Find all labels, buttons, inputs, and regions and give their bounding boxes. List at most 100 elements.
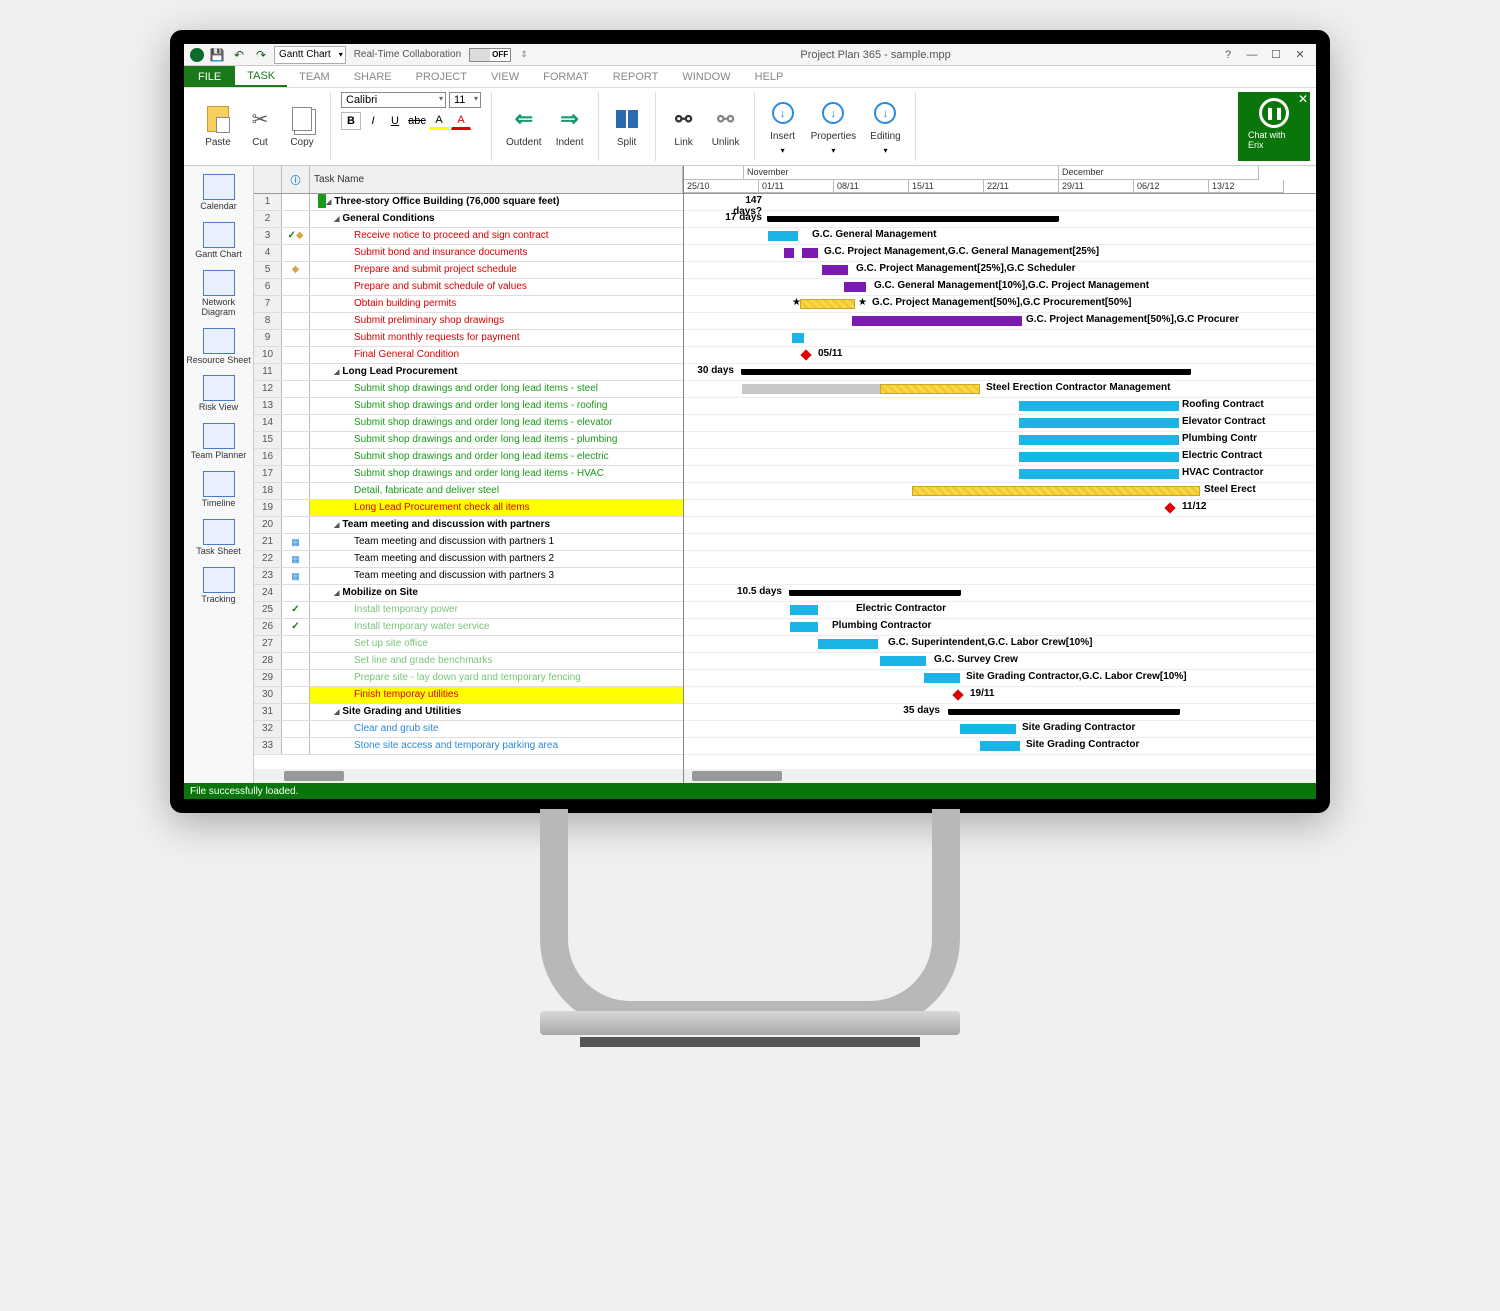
task-row[interactable]: 4Submit bond and insurance documents [254,245,683,262]
task-row[interactable]: 10Final General Condition [254,347,683,364]
task-row[interactable]: 14Submit shop drawings and order long le… [254,415,683,432]
gantt-row[interactable]: 10.5 days [684,585,1316,602]
cut-button[interactable]: ✂Cut [242,103,278,150]
task-row[interactable]: 16Submit shop drawings and order long le… [254,449,683,466]
chat-erix-button[interactable]: ✕ ❚❚ Chat with Erix [1238,92,1310,161]
gantt-row[interactable]: Elevator Contract [684,415,1316,432]
split-button[interactable]: Split [609,103,645,150]
gantt-row[interactable]: G.C. Survey Crew [684,653,1316,670]
gantt-row[interactable]: Electric Contract [684,449,1316,466]
sidenav-timeline[interactable]: Timeline [184,467,253,513]
gantt-row[interactable]: Site Grading Contractor,G.C. Labor Crew[… [684,670,1316,687]
sidenav-tracking[interactable]: Tracking [184,563,253,609]
redo-icon[interactable]: ↷ [252,46,270,64]
chat-close-icon[interactable]: ✕ [1298,92,1308,106]
gantt-row[interactable] [684,330,1316,347]
file-menu[interactable]: FILE [184,66,235,87]
gantt-row[interactable]: Roofing Contract [684,398,1316,415]
task-hscroll[interactable] [254,769,683,783]
gantt-row[interactable]: ★★G.C. Project Management[50%],G.C Procu… [684,296,1316,313]
copy-button[interactable]: Copy [284,103,320,150]
sidenav-calendar[interactable]: Calendar [184,170,253,216]
gantt-row[interactable]: 11/12 [684,500,1316,517]
task-row[interactable]: 3✓◆Receive notice to proceed and sign co… [254,228,683,245]
task-row[interactable]: 5◆Prepare and submit project schedule [254,262,683,279]
maximize-button[interactable]: ☐ [1266,48,1286,61]
task-row[interactable]: 26✓Install temporary water service [254,619,683,636]
gantt-hscroll[interactable] [684,769,1316,783]
sidenav-task-sheet[interactable]: Task Sheet [184,515,253,561]
menu-team[interactable]: TEAM [287,66,342,87]
task-row[interactable]: 6Prepare and submit schedule of values [254,279,683,296]
task-row[interactable]: 7Obtain building permits [254,296,683,313]
bold-button[interactable]: B [341,112,361,130]
task-row[interactable]: 9Submit monthly requests for payment [254,330,683,347]
minimize-button[interactable]: — [1242,49,1262,61]
gantt-row[interactable]: G.C. General Management [684,228,1316,245]
italic-button[interactable]: I [363,112,383,130]
strike-button[interactable]: abc [407,112,427,130]
gantt-row[interactable] [684,534,1316,551]
paste-button[interactable]: Paste [200,103,236,150]
menu-help[interactable]: HELP [743,66,796,87]
menu-format[interactable]: FORMAT [531,66,601,87]
task-row[interactable]: 23▦Team meeting and discussion with part… [254,568,683,585]
task-row[interactable]: 18Detail, fabricate and deliver steel [254,483,683,500]
unlink-button[interactable]: ⚯Unlink [708,103,744,150]
gantt-row[interactable]: Plumbing Contractor [684,619,1316,636]
gantt-row[interactable]: 05/11 [684,347,1316,364]
font-color-button[interactable]: A [451,112,471,130]
font-name-select[interactable]: Calibri [341,92,446,108]
underline-button[interactable]: U [385,112,405,130]
gantt-row[interactable]: 35 days [684,704,1316,721]
save-icon[interactable]: 💾 [208,46,226,64]
sidenav-gantt-chart[interactable]: Gantt Chart [184,218,253,264]
task-row[interactable]: 11Long Lead Procurement [254,364,683,381]
task-row[interactable]: 12Submit shop drawings and order long le… [254,381,683,398]
gantt-row[interactable] [684,517,1316,534]
gantt-row[interactable]: G.C. Project Management[50%],G.C Procure… [684,313,1316,330]
sidenav-team-planner[interactable]: Team Planner [184,419,253,465]
gantt-row[interactable] [684,568,1316,585]
gantt-row[interactable]: 30 days [684,364,1316,381]
task-row[interactable]: 1Three-story Office Building (76,000 squ… [254,194,683,211]
gantt-row[interactable]: Electric Contractor [684,602,1316,619]
insert-button[interactable]: ↓Insert▾ [765,97,801,157]
task-row[interactable]: 31Site Grading and Utilities [254,704,683,721]
gantt-row[interactable]: 19/11 [684,687,1316,704]
toggle-expand-icon[interactable]: ⇕ [515,46,533,64]
collab-toggle[interactable]: OFF [469,48,511,62]
indent-button[interactable]: ⇒Indent [552,103,588,150]
gantt-row[interactable]: G.C. Superintendent,G.C. Labor Crew[10%] [684,636,1316,653]
menu-view[interactable]: VIEW [479,66,531,87]
task-row[interactable]: 27Set up site office [254,636,683,653]
sidenav-network-diagram[interactable]: Network Diagram [184,266,253,322]
menu-share[interactable]: SHARE [342,66,404,87]
properties-button[interactable]: ↓Properties▾ [807,97,861,157]
task-row[interactable]: 33Stone site access and temporary parkin… [254,738,683,755]
task-row[interactable]: 32Clear and grub site [254,721,683,738]
gantt-row[interactable]: Steel Erect [684,483,1316,500]
task-row[interactable]: 13Submit shop drawings and order long le… [254,398,683,415]
outdent-button[interactable]: ⇐Outdent [502,103,546,150]
task-row[interactable]: 24Mobilize on Site [254,585,683,602]
highlight-button[interactable]: A [429,112,449,130]
task-row[interactable]: 15Submit shop drawings and order long le… [254,432,683,449]
gantt-row[interactable]: HVAC Contractor [684,466,1316,483]
task-row[interactable]: 22▦Team meeting and discussion with part… [254,551,683,568]
gantt-row[interactable]: Site Grading Contractor [684,738,1316,755]
gantt-row[interactable]: G.C. Project Management[25%],G.C Schedul… [684,262,1316,279]
task-row[interactable]: 29Prepare site - lay down yard and tempo… [254,670,683,687]
sidenav-resource-sheet[interactable]: Resource Sheet [184,324,253,370]
menu-project[interactable]: PROJECT [404,66,479,87]
editing-button[interactable]: ↓Editing▾ [866,97,905,157]
task-row[interactable]: 30Finish temporay utilities [254,687,683,704]
gantt-row[interactable]: G.C. General Management[10%],G.C. Projec… [684,279,1316,296]
undo-icon[interactable]: ↶ [230,46,248,64]
gantt-row[interactable]: 147 days? [684,194,1316,211]
gantt-row[interactable]: Plumbing Contr [684,432,1316,449]
task-row[interactable]: 25✓Install temporary power [254,602,683,619]
menu-task[interactable]: TASK [235,66,287,87]
link-button[interactable]: ⚯Link [666,103,702,150]
sidenav-risk-view[interactable]: Risk View [184,371,253,417]
